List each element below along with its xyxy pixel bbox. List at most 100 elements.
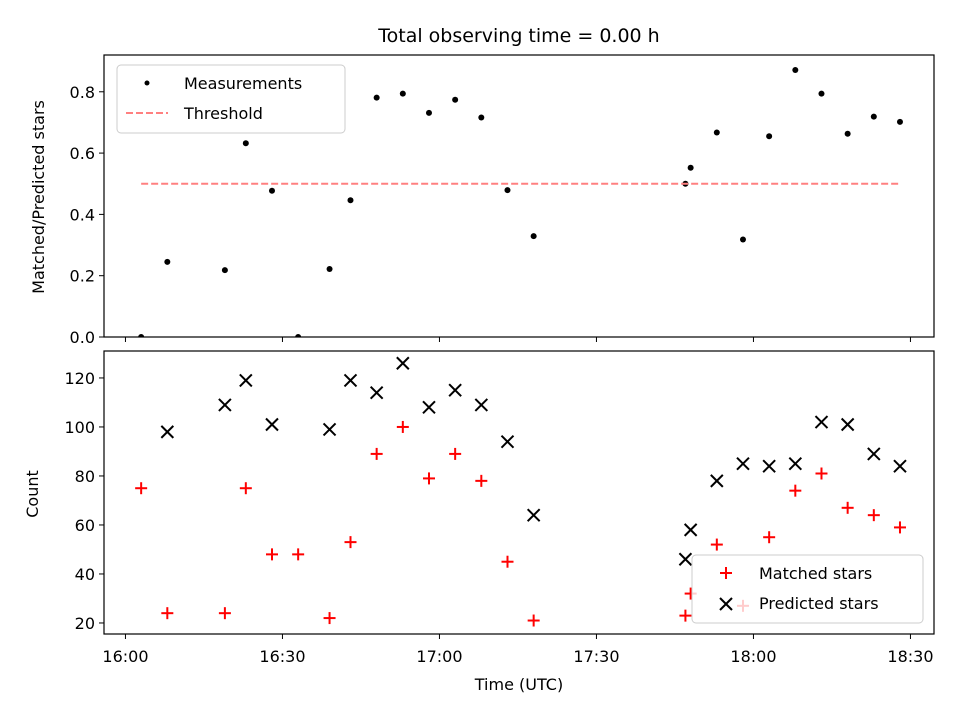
ratio-plot-area: 0.0 0.2 0.4 0.6 0.8: [70, 54, 935, 347]
measurement-point: [326, 265, 333, 272]
measurement-point: [347, 197, 354, 204]
predicted-star-point: [422, 400, 436, 415]
predicted-star-point: [239, 373, 253, 388]
x-axis-label: Time (UTC): [474, 675, 563, 694]
x-tick-label: 16:30: [259, 647, 305, 666]
bottom-legend: Matched stars Predicted stars: [691, 554, 924, 624]
measurement-point: [425, 109, 432, 116]
axes-frame: [103, 54, 935, 338]
matched-star-point: [292, 548, 305, 561]
matched-star-point: [161, 607, 174, 620]
y-tick-label: 0.2: [70, 267, 95, 286]
matched-star-point: [893, 521, 906, 534]
chart-title: Total observing time = 0.00 h: [377, 25, 659, 47]
measurements-legend-marker: [144, 80, 150, 86]
legend-label-measurements: Measurements: [184, 74, 302, 93]
legend-label-threshold: Threshold: [183, 104, 263, 123]
measurement-point: [530, 233, 537, 240]
predicted-star-point: [160, 425, 175, 439]
x-tick-label: 17:30: [573, 647, 619, 666]
predicted-legend-marker: [719, 597, 733, 611]
matched-star-point: [135, 482, 148, 495]
y-tick-label: 0.8: [70, 83, 95, 102]
predicted-star-point: [840, 417, 855, 432]
matched-star-point: [763, 531, 776, 544]
measurement-point: [766, 133, 773, 140]
measurement-point: [268, 187, 275, 194]
measurement-point: [373, 94, 380, 101]
matched-star-point: [501, 555, 514, 568]
measurement-point: [399, 90, 406, 97]
x-tick-label: 16:00: [102, 647, 148, 666]
matched-star-point: [527, 614, 540, 627]
predicted-star-point: [893, 459, 907, 473]
predicted-star-point: [369, 385, 384, 400]
predicted-star-point: [474, 398, 489, 412]
measurement-point: [295, 334, 302, 337]
predicted-star-point: [322, 422, 337, 437]
legend-label-matched: Matched stars: [759, 564, 872, 583]
matched-star-point: [239, 482, 252, 495]
predicted-star-point: [683, 523, 698, 537]
predicted-star-point: [343, 373, 358, 388]
predicted-star-point: [762, 459, 776, 473]
matched-star-point: [265, 548, 278, 561]
measurement-point: [739, 236, 746, 243]
matched-star-point: [789, 484, 802, 497]
predicted-star-point: [867, 447, 881, 461]
predicted-star-point: [448, 383, 462, 397]
count-plot-area: 20 40 60 80 100 120 16:00 16:30 17:00 17:30 18:00 1…: [64, 350, 935, 666]
legend-label-predicted: Predicted stars: [759, 594, 879, 613]
measurement-point: [713, 129, 720, 136]
bottom-y-axis-label: Count: [23, 470, 42, 518]
bottom-legend-frame: [691, 554, 924, 624]
matched-star-point: [449, 447, 462, 460]
measurement-point: [818, 90, 825, 97]
predicted-star-point: [710, 474, 724, 488]
y-tick-label: 100: [64, 418, 95, 437]
top-legend-frame: [116, 64, 346, 134]
matched-star-point: [815, 467, 828, 480]
x-tick-label: 17:00: [416, 647, 462, 666]
measurement-point: [221, 267, 228, 274]
bottom-panel: 20 40 60 80 100 120 16:00 16:30 17:00 17:30 18:00 1…: [23, 350, 935, 694]
measurement-point: [242, 140, 249, 147]
measurement-point: [164, 258, 171, 265]
plot-marks: [138, 67, 903, 337]
measurement-point: [870, 113, 877, 120]
x-tick-label: 18:00: [730, 647, 776, 666]
measurement-point: [452, 96, 459, 103]
measurement-point: [792, 67, 799, 74]
plot-marks: [135, 356, 907, 627]
predicted-star-point: [218, 398, 232, 412]
predicted-star-point: [788, 457, 803, 471]
x-tick-label: 18:30: [887, 647, 933, 666]
y-tick-label: 0.0: [70, 328, 95, 347]
matched-legend-marker: [720, 567, 732, 579]
matched-star-point: [710, 538, 723, 551]
matched-star-point: [218, 607, 231, 620]
matched-star-point: [841, 501, 854, 514]
matched-star-point: [344, 536, 357, 549]
y-tick-label: 20: [75, 614, 95, 633]
top-y-axis-label: Matched/Predicted stars: [29, 100, 48, 294]
axes-frame: [103, 350, 935, 635]
top-panel: Total observing time = 0.00 h 0.00.20.40…: [29, 25, 935, 347]
predicted-star-point: [814, 415, 829, 429]
y-tick-label: 0.6: [70, 144, 95, 163]
matched-star-point: [679, 609, 692, 622]
y-tick-label: 60: [75, 516, 95, 535]
top-legend: Measurements Threshold: [116, 64, 346, 134]
matched-star-point: [396, 420, 409, 433]
measurement-point: [138, 334, 145, 337]
y-tick-label: 0.4: [70, 205, 95, 224]
matched-star-point: [475, 474, 488, 487]
y-tick-label: 80: [75, 467, 95, 486]
measurement-point: [687, 164, 694, 171]
predicted-star-point: [736, 457, 750, 471]
y-tick-label: 40: [75, 565, 95, 584]
y-tick-label: 120: [64, 369, 95, 388]
predicted-star-point: [526, 508, 541, 522]
matched-star-point: [370, 447, 383, 460]
